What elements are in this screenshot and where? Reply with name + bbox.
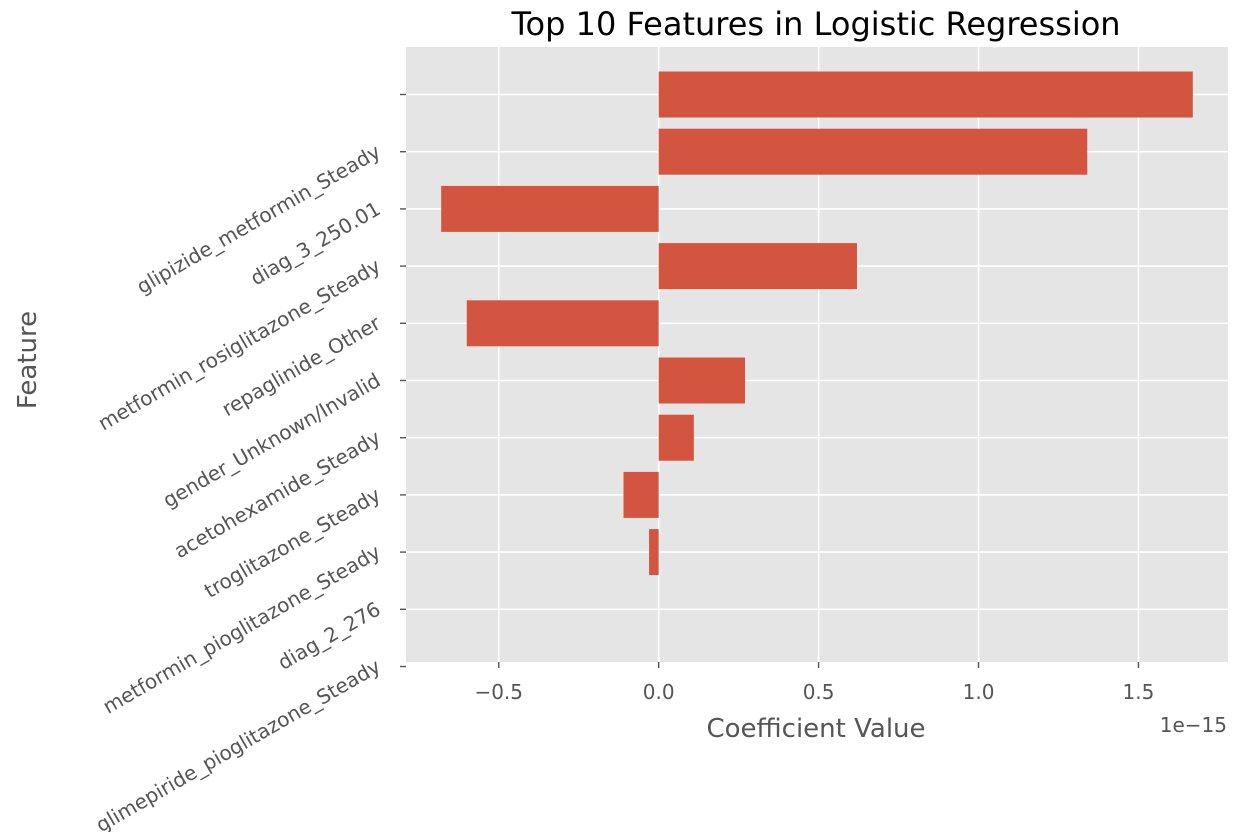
x-tick-label: 0.5 [803,680,835,704]
x-axis-label: Coefficient Value [706,714,925,744]
x-tick-label: 1.0 [963,680,995,704]
y-axis-label: Feature [13,311,43,409]
bars [441,71,1193,576]
y-tick-label: troglitazone_Steady [200,482,385,602]
bar [658,414,694,461]
x-axis-ticks: −0.5 0.0 0.5 1.0 1.5 [474,662,1154,704]
x-tick-label: 1.5 [1123,680,1155,704]
bar [658,71,1193,118]
bar [658,243,857,290]
bar [649,529,659,576]
y-tick-label: repaglinide_Other [218,310,386,421]
chart-title: Top 10 Features in Logistic Regression [510,5,1120,43]
x-tick-label: −0.5 [474,680,523,704]
bar [658,128,1088,175]
bar [466,300,659,347]
x-axis-offset-label: 1e−15 [1160,713,1227,737]
bar [623,471,659,518]
bar [658,357,746,404]
y-axis-ticks: glipizide_metformin_Steadydiag_3_250.01m… [92,93,406,836]
x-tick-label: 0.0 [643,680,675,704]
bar [441,185,659,232]
